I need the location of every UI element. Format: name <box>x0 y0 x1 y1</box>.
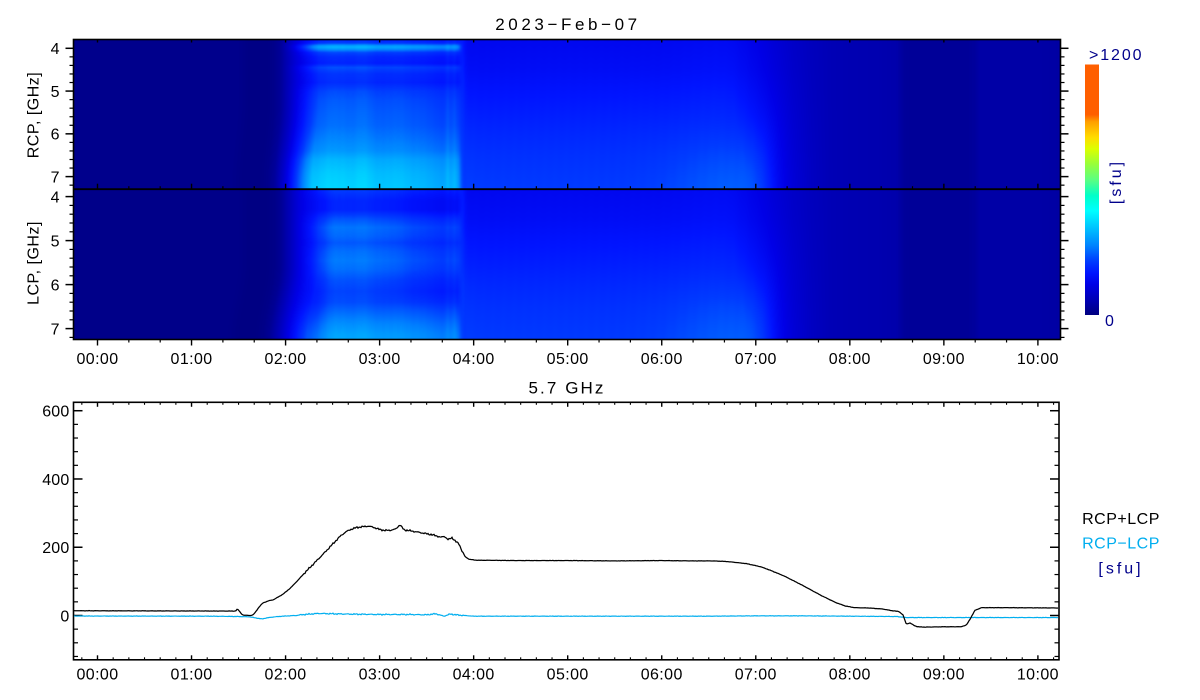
svg-text:LCP, [GHz]: LCP, [GHz] <box>26 221 43 305</box>
svg-text:5: 5 <box>51 84 60 101</box>
svg-text:4: 4 <box>51 41 60 58</box>
svg-text:200: 200 <box>42 540 69 557</box>
svg-text:02:00: 02:00 <box>265 351 307 368</box>
svg-text:2023−Feb−07: 2023−Feb−07 <box>495 15 640 34</box>
svg-text:09:00: 09:00 <box>923 666 965 683</box>
svg-text:5.7 GHz: 5.7 GHz <box>528 379 605 398</box>
svg-text:6: 6 <box>51 127 60 144</box>
svg-text:04:00: 04:00 <box>453 666 495 683</box>
svg-text:00:00: 00:00 <box>76 351 118 368</box>
svg-text:01:00: 01:00 <box>171 666 213 683</box>
svg-text:[sfu]: [sfu] <box>1108 159 1125 204</box>
svg-text:07:00: 07:00 <box>735 351 777 368</box>
svg-text:04:00: 04:00 <box>453 351 495 368</box>
svg-text:6: 6 <box>51 277 60 294</box>
svg-text:400: 400 <box>42 472 69 489</box>
svg-text:RCP−LCP: RCP−LCP <box>1082 535 1160 552</box>
svg-text:06:00: 06:00 <box>641 351 683 368</box>
svg-text:7: 7 <box>51 169 60 186</box>
svg-text:09:00: 09:00 <box>923 351 965 368</box>
svg-text:[sfu]: [sfu] <box>1098 561 1143 578</box>
svg-text:10:00: 10:00 <box>1017 351 1059 368</box>
svg-text:06:00: 06:00 <box>641 666 683 683</box>
svg-text:01:00: 01:00 <box>171 351 213 368</box>
svg-text:02:00: 02:00 <box>265 666 307 683</box>
svg-text:05:00: 05:00 <box>547 351 589 368</box>
svg-text:00:00: 00:00 <box>76 666 118 683</box>
svg-text:>1200: >1200 <box>1089 47 1143 64</box>
svg-text:5: 5 <box>51 233 60 250</box>
svg-text:RCP, [GHz]: RCP, [GHz] <box>26 72 43 159</box>
svg-text:RCP+LCP: RCP+LCP <box>1082 511 1160 528</box>
svg-text:05:00: 05:00 <box>547 666 589 683</box>
svg-text:08:00: 08:00 <box>829 666 871 683</box>
svg-text:7: 7 <box>51 321 60 338</box>
svg-text:0: 0 <box>60 608 69 625</box>
svg-text:0: 0 <box>1105 313 1114 330</box>
svg-text:03:00: 03:00 <box>359 351 401 368</box>
svg-text:10:00: 10:00 <box>1017 666 1059 683</box>
svg-text:08:00: 08:00 <box>829 351 871 368</box>
svg-text:4: 4 <box>51 189 60 206</box>
svg-text:600: 600 <box>42 404 69 421</box>
svg-text:07:00: 07:00 <box>735 666 777 683</box>
svg-text:03:00: 03:00 <box>359 666 401 683</box>
